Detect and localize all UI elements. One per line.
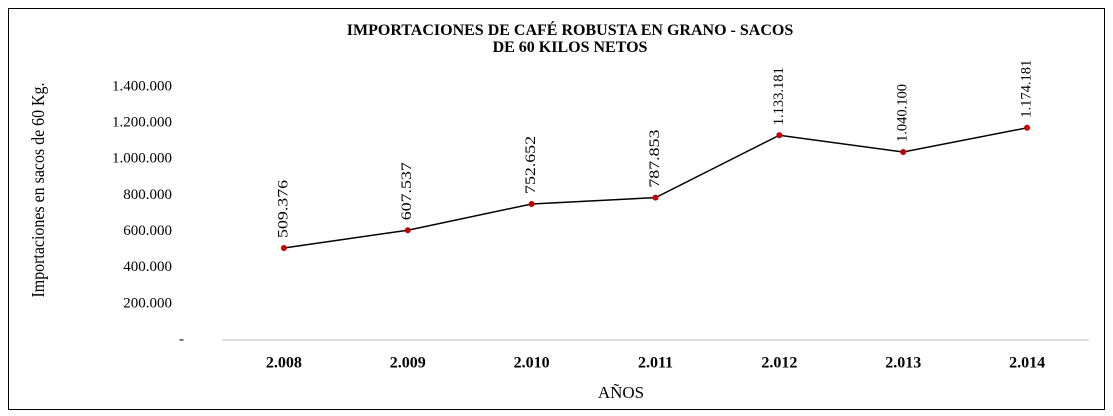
y-tick-label: 800.000 [123,187,172,203]
y-tick-label: 1.000.000 [112,151,172,167]
y-tick-label: 600.000 [123,223,172,239]
marker [652,194,659,201]
x-axis-label: AÑOS [598,383,644,402]
marker [280,244,287,251]
x-tick-label: 2.012 [761,355,797,372]
data-label: 1.040.100 [895,84,911,142]
x-tick-label: 2.014 [1009,355,1045,372]
x-tick-label: 2.011 [638,355,673,372]
chart-title: IMPORTACIONES DE CAFÉ ROBUSTA EN GRANO -… [346,22,794,56]
y-tick-label: 1.400.000 [112,78,172,94]
data-label: 509.376 [275,179,291,238]
x-tick-label: 2.013 [885,355,921,372]
y-tick-label: 400.000 [123,259,172,275]
data-label: 1.174.181 [1019,60,1035,118]
data-label: 787.853 [647,130,663,188]
marker [900,149,907,156]
chart-border [8,8,1105,410]
marker [1024,124,1031,131]
y-tick-label: - [179,331,184,347]
data-label: 1.133.181 [771,67,787,125]
data-label: 607.537 [399,162,415,221]
marker [776,132,783,139]
y-tick-label: 1.200.000 [112,115,172,131]
y-axis-label: Importaciones en sacos de 60 Kg. [28,83,48,298]
marker [528,200,535,207]
marker [404,227,411,234]
x-tick-label: 2.008 [266,355,302,372]
x-tick-label: 2.010 [514,355,550,372]
x-tick-label: 2.009 [390,355,426,372]
data-label: 752.652 [523,136,539,194]
y-tick-label: 200.000 [123,295,172,311]
